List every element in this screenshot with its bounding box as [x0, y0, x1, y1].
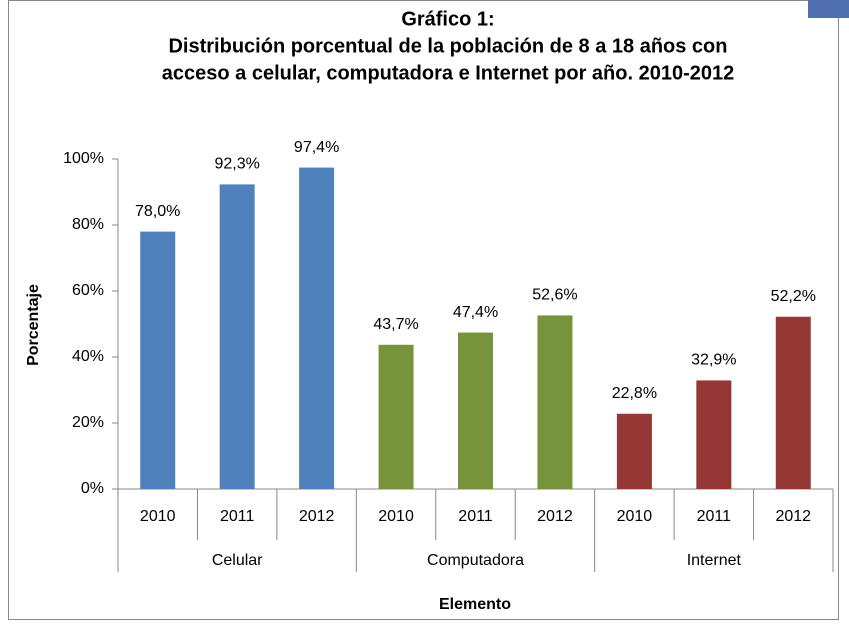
- data-label: 22,8%: [612, 385, 657, 402]
- y-tick-label: 20%: [72, 414, 104, 431]
- x-tick-label: 2012: [537, 508, 573, 525]
- x-tick-label: 2012: [775, 508, 811, 525]
- bar: [140, 231, 176, 489]
- corner-decoration: [808, 0, 849, 18]
- x-tick-label: 2010: [378, 508, 414, 525]
- data-label: 97,4%: [294, 139, 339, 156]
- bar: [378, 344, 414, 489]
- bar: [537, 315, 573, 489]
- y-tick-label: 60%: [72, 282, 104, 299]
- y-axis-title: Porcentaje: [25, 284, 42, 366]
- chart-border: [8, 0, 839, 620]
- bar: [219, 184, 255, 489]
- x-tick-label: 2012: [299, 508, 335, 525]
- data-label: 32,9%: [691, 352, 736, 369]
- x-tick-label: 2011: [220, 508, 255, 525]
- bar: [616, 413, 652, 489]
- x-tick-label: 2010: [140, 508, 176, 525]
- data-label: 52,6%: [532, 287, 577, 304]
- data-label: 43,7%: [373, 316, 418, 333]
- bar: [299, 167, 335, 489]
- data-label: 52,2%: [771, 288, 816, 305]
- x-tick-label: 2010: [617, 508, 653, 525]
- x-tick-label: 2011: [458, 508, 493, 525]
- y-tick-label: 40%: [72, 348, 104, 365]
- chart-title: acceso a celular, computadora e Internet…: [162, 62, 734, 84]
- data-label: 92,3%: [214, 156, 259, 173]
- group-label: Internet: [687, 552, 742, 569]
- bar: [458, 332, 493, 489]
- chart-title: Gráfico 1:: [401, 8, 494, 30]
- bar: [696, 380, 732, 489]
- chart-title: Distribución porcentual de la población …: [168, 35, 727, 57]
- y-tick-label: 80%: [72, 216, 104, 233]
- group-label: Celular: [212, 552, 263, 569]
- y-tick-label: 0%: [81, 480, 104, 497]
- bar: [775, 316, 811, 489]
- x-tick-label: 2011: [697, 508, 732, 525]
- x-axis-title: Elemento: [439, 596, 511, 613]
- data-label: 47,4%: [453, 304, 498, 321]
- y-tick-label: 100%: [63, 150, 104, 167]
- group-label: Computadora: [427, 552, 524, 569]
- data-label: 78,0%: [135, 203, 180, 220]
